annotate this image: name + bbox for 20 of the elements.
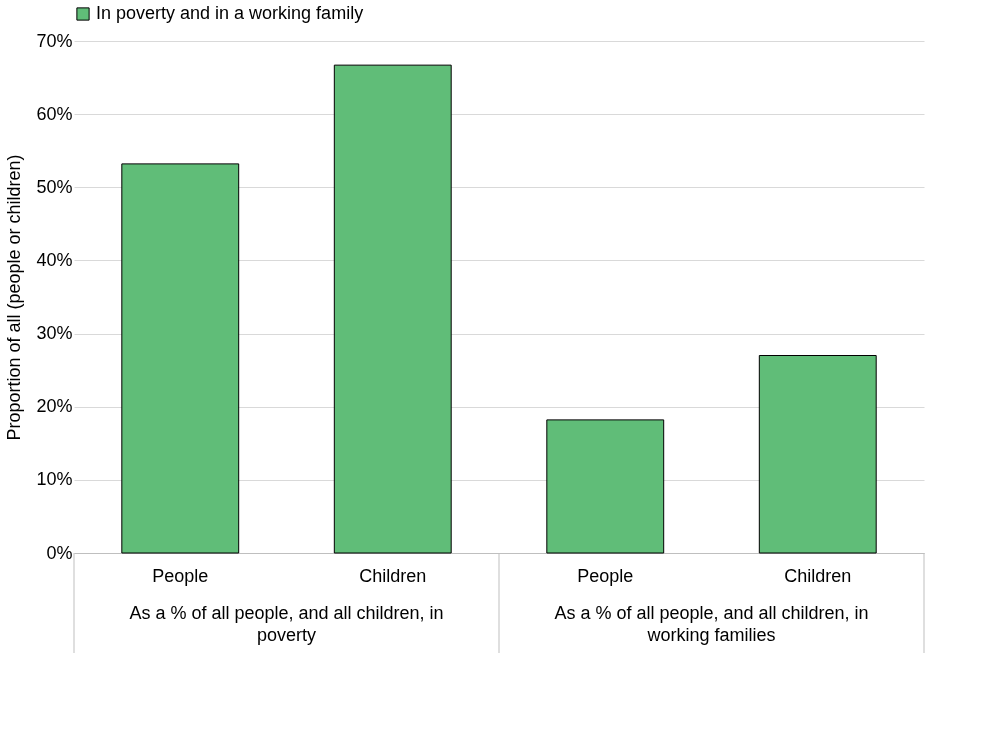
x-tick-label: People — [152, 565, 209, 586]
y-tick-label: 40% — [36, 249, 73, 270]
y-tick-label: 20% — [36, 396, 73, 417]
y-tick-label: 70% — [36, 30, 73, 51]
y-tick-label: 50% — [36, 176, 73, 197]
y-tick-label: 60% — [36, 103, 73, 124]
x-tick-label: Children — [784, 565, 852, 586]
text: As a % of all people, and all children, in working families — [554, 603, 869, 645]
x-tick-label: Children — [359, 565, 427, 586]
bar — [333, 64, 452, 554]
y-tick-label: 10% — [36, 469, 73, 490]
bar — [121, 163, 240, 554]
text: As a % of all people, and all children, in poverty — [129, 603, 444, 645]
y-tick-label: 0% — [46, 542, 73, 563]
y-axis-title: Proportion of all (people or children) — [4, 154, 25, 441]
x-tick-label: People — [577, 565, 634, 586]
bar — [546, 419, 665, 554]
y-tick-label: 30% — [36, 323, 73, 344]
legend-label: In poverty and in a working family — [96, 3, 364, 23]
bar — [758, 355, 877, 554]
